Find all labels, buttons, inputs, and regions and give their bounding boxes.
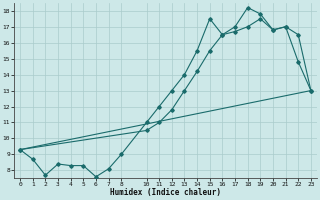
X-axis label: Humidex (Indice chaleur): Humidex (Indice chaleur) <box>110 188 221 197</box>
